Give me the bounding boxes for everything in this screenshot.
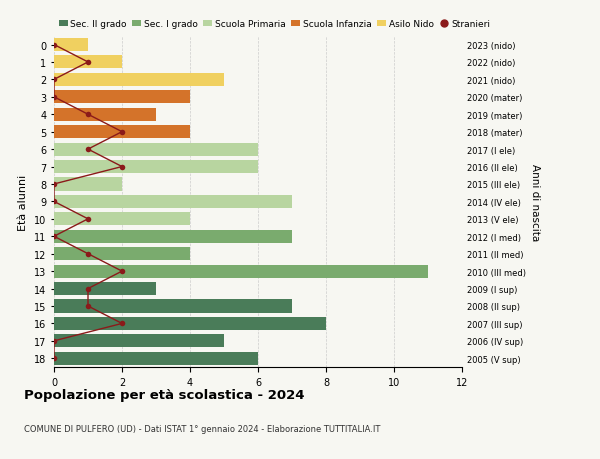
Legend: Sec. II grado, Sec. I grado, Scuola Primaria, Scuola Infanzia, Asilo Nido, Stran: Sec. II grado, Sec. I grado, Scuola Prim… bbox=[59, 20, 490, 29]
Point bbox=[117, 320, 127, 327]
Point bbox=[83, 112, 93, 119]
Bar bbox=[54, 178, 122, 191]
Bar bbox=[54, 74, 224, 87]
Point bbox=[117, 163, 127, 171]
Bar bbox=[54, 143, 258, 157]
Bar bbox=[54, 352, 258, 365]
Bar bbox=[54, 108, 156, 122]
Bar bbox=[54, 265, 428, 278]
Point bbox=[83, 302, 93, 310]
Point bbox=[83, 216, 93, 223]
Point bbox=[49, 355, 59, 362]
Point bbox=[49, 181, 59, 188]
Bar bbox=[54, 91, 190, 104]
Point bbox=[83, 285, 93, 292]
Point bbox=[49, 198, 59, 206]
Point bbox=[49, 94, 59, 101]
Point bbox=[83, 59, 93, 67]
Bar bbox=[54, 196, 292, 208]
Point bbox=[49, 337, 59, 345]
Text: COMUNE DI PULFERO (UD) - Dati ISTAT 1° gennaio 2024 - Elaborazione TUTTITALIA.IT: COMUNE DI PULFERO (UD) - Dati ISTAT 1° g… bbox=[24, 425, 380, 434]
Text: Popolazione per età scolastica - 2024: Popolazione per età scolastica - 2024 bbox=[24, 388, 305, 401]
Bar bbox=[54, 56, 122, 69]
Bar bbox=[54, 161, 258, 174]
Bar bbox=[54, 317, 326, 330]
Point bbox=[117, 268, 127, 275]
Bar bbox=[54, 247, 190, 261]
Bar bbox=[54, 282, 156, 296]
Point bbox=[83, 146, 93, 153]
Bar bbox=[54, 230, 292, 243]
Point bbox=[49, 42, 59, 49]
Point bbox=[117, 129, 127, 136]
Y-axis label: Anni di nascita: Anni di nascita bbox=[530, 163, 540, 241]
Point bbox=[49, 233, 59, 241]
Bar bbox=[54, 213, 190, 226]
Bar bbox=[54, 39, 88, 52]
Point bbox=[83, 251, 93, 258]
Point bbox=[49, 77, 59, 84]
Y-axis label: Età alunni: Età alunni bbox=[19, 174, 28, 230]
Bar bbox=[54, 126, 190, 139]
Bar bbox=[54, 335, 224, 347]
Bar bbox=[54, 300, 292, 313]
